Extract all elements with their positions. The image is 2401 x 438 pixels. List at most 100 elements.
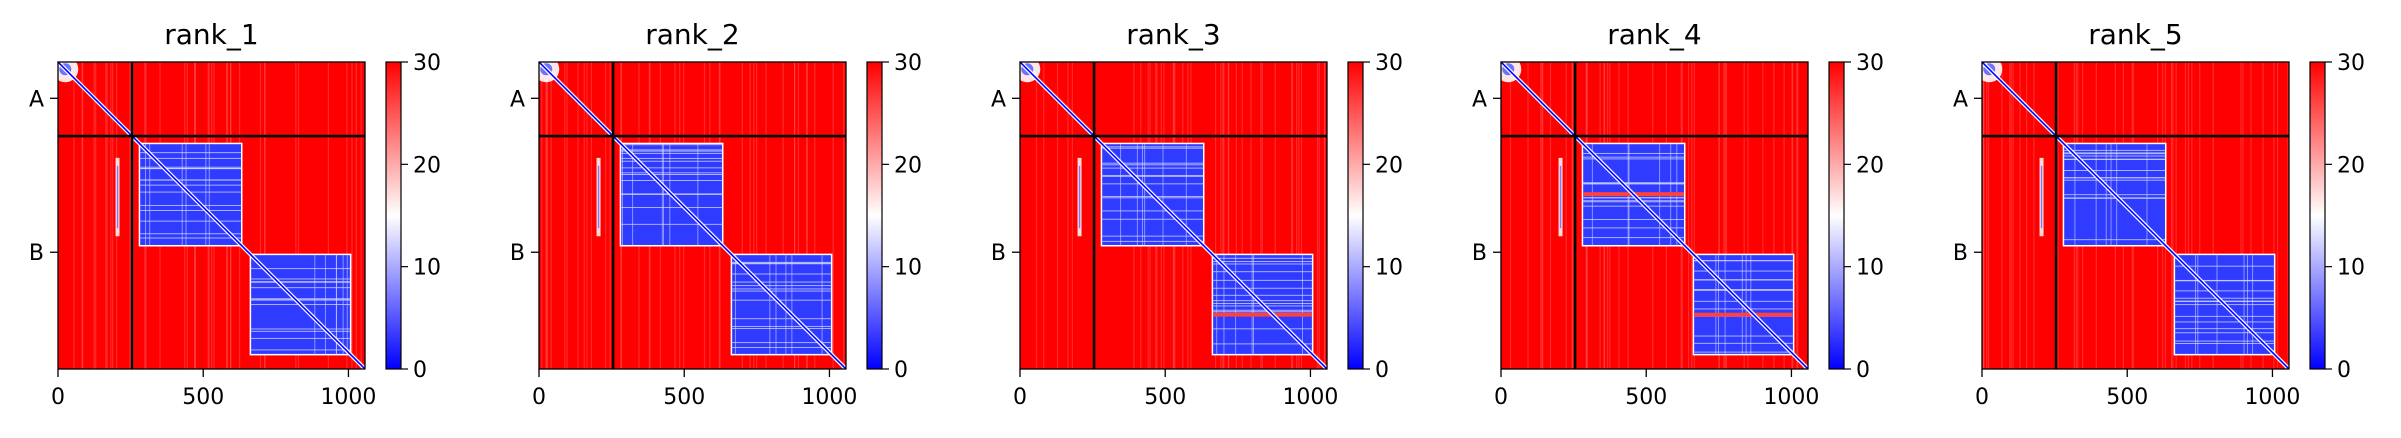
domain-block-texture <box>251 278 350 280</box>
heatmap-streak <box>1572 62 1574 369</box>
domain-block-texture <box>1102 147 1203 149</box>
domain-block-texture <box>1102 218 1203 220</box>
domain-block-texture <box>140 152 241 154</box>
heatmap-streak <box>806 62 808 369</box>
domain-block-texture <box>1694 289 1793 291</box>
domain-block-texture <box>251 328 350 330</box>
heatmap-streak <box>1725 62 1728 369</box>
domain-block-stripe <box>1694 312 1793 317</box>
colorbar <box>1828 61 1845 370</box>
domain-block-texture <box>181 144 183 245</box>
heatmap-streak <box>2199 62 2201 369</box>
heatmap-streak <box>1792 62 1794 369</box>
colorbar-tick-label: 20 <box>1856 153 1884 178</box>
domain-block-texture <box>144 144 146 245</box>
heatmap-streak <box>1509 62 1512 369</box>
heatmap-streak <box>546 62 548 369</box>
domain-block-texture <box>2064 170 2165 171</box>
domain-block-texture <box>697 144 699 245</box>
heatmap-streak <box>1067 62 1069 369</box>
heatmap-streak <box>2175 62 2177 369</box>
y-tick-label: A <box>991 87 1006 112</box>
domain-block-texture <box>621 180 722 181</box>
domain-block-texture <box>140 157 241 159</box>
heatmap-streak <box>112 62 114 369</box>
heatmap-rank_3 <box>1020 62 1327 369</box>
x-tick-label: 0 <box>1975 385 1989 410</box>
domain-block-texture <box>2197 255 2199 354</box>
domain-block-texture <box>732 285 831 287</box>
heatmap-streak <box>1796 62 1798 369</box>
heatmap-streak <box>1718 62 1720 369</box>
heatmap-streak <box>1071 62 1073 369</box>
domain-block-texture <box>2175 340 2274 342</box>
domain-block-texture <box>140 166 241 168</box>
heatmap-streak <box>2019 62 2021 369</box>
domain-block-texture <box>1213 300 1312 302</box>
heatmap-streak <box>1323 62 1326 369</box>
heatmap-streak <box>1797 62 1799 369</box>
y-tick-label: B <box>29 241 44 266</box>
domain-block-texture <box>621 223 722 225</box>
domain-block-texture <box>1694 300 1793 302</box>
domain-block-texture <box>1715 255 1717 354</box>
y-tick-label: A <box>510 87 525 112</box>
colorbar-tick-label: 10 <box>1375 256 1403 281</box>
domain-block-texture <box>140 209 241 211</box>
domain-block-texture <box>1213 309 1312 311</box>
domain-block-texture <box>2064 155 2165 157</box>
heatmap-streak <box>794 62 796 369</box>
heatmap-streak <box>1983 62 1985 369</box>
domain-block-texture <box>140 233 241 235</box>
domain-block-texture <box>1694 270 1793 272</box>
colorbar <box>2309 61 2326 370</box>
domain-block-texture <box>732 288 831 290</box>
domain-block-texture <box>1302 255 1303 354</box>
domain-block-texture <box>1694 335 1793 337</box>
heatmap-streak <box>814 62 816 369</box>
heatmap-streak <box>550 62 552 369</box>
axes-frame <box>1500 61 1809 370</box>
x-tick-label: 1000 <box>1763 385 1819 410</box>
y-tick-label: A <box>29 87 44 112</box>
domain-block-texture <box>251 287 350 289</box>
heatmap-streak <box>1035 62 1038 369</box>
heatmap-streak <box>1250 62 1252 369</box>
domain-block-texture <box>251 299 350 301</box>
heatmap-streak <box>360 62 362 369</box>
heatmap-streak <box>2012 62 2014 369</box>
colorbar <box>866 61 883 370</box>
heatmap-streak <box>1986 62 1988 369</box>
x-tick-label: 0 <box>51 385 65 410</box>
heatmap-streak <box>2001 62 2003 369</box>
heatmap-streak <box>793 62 796 369</box>
x-tick-label: 1000 <box>320 385 376 410</box>
domain-block-texture <box>324 255 326 354</box>
diagonal-line <box>539 62 846 369</box>
domain-block-texture <box>735 255 736 354</box>
domain-block-texture <box>1213 261 1312 263</box>
heatmap-streak <box>106 62 108 369</box>
axes-frame <box>1981 61 2290 370</box>
colorbar-tick-label: 30 <box>413 51 441 76</box>
domain-block-texture <box>140 167 241 169</box>
heatmap-streak <box>1214 62 1217 369</box>
diagonal-line <box>58 62 365 369</box>
diagonal-line <box>1501 62 1808 369</box>
heatmap-rank_2 <box>539 62 846 369</box>
domain-block-texture <box>2064 239 2165 241</box>
colorbar-tick-label: 20 <box>2337 153 2365 178</box>
colorbar-tick-label: 0 <box>894 358 908 383</box>
domain-block-texture <box>346 255 348 354</box>
domain-block-texture <box>1120 144 1122 245</box>
heatmap-streak <box>2191 62 2193 369</box>
heatmap-streak <box>327 62 330 369</box>
domain-block-texture <box>732 318 831 320</box>
domain-block-texture <box>732 325 831 327</box>
y-tick-label: A <box>1953 87 1968 112</box>
heatmap-streak <box>2240 62 2242 369</box>
domain-block-texture <box>1251 255 1253 354</box>
domain-block-texture <box>140 179 241 181</box>
domain-block-texture <box>621 174 722 175</box>
y-tick-label: B <box>991 241 1006 266</box>
